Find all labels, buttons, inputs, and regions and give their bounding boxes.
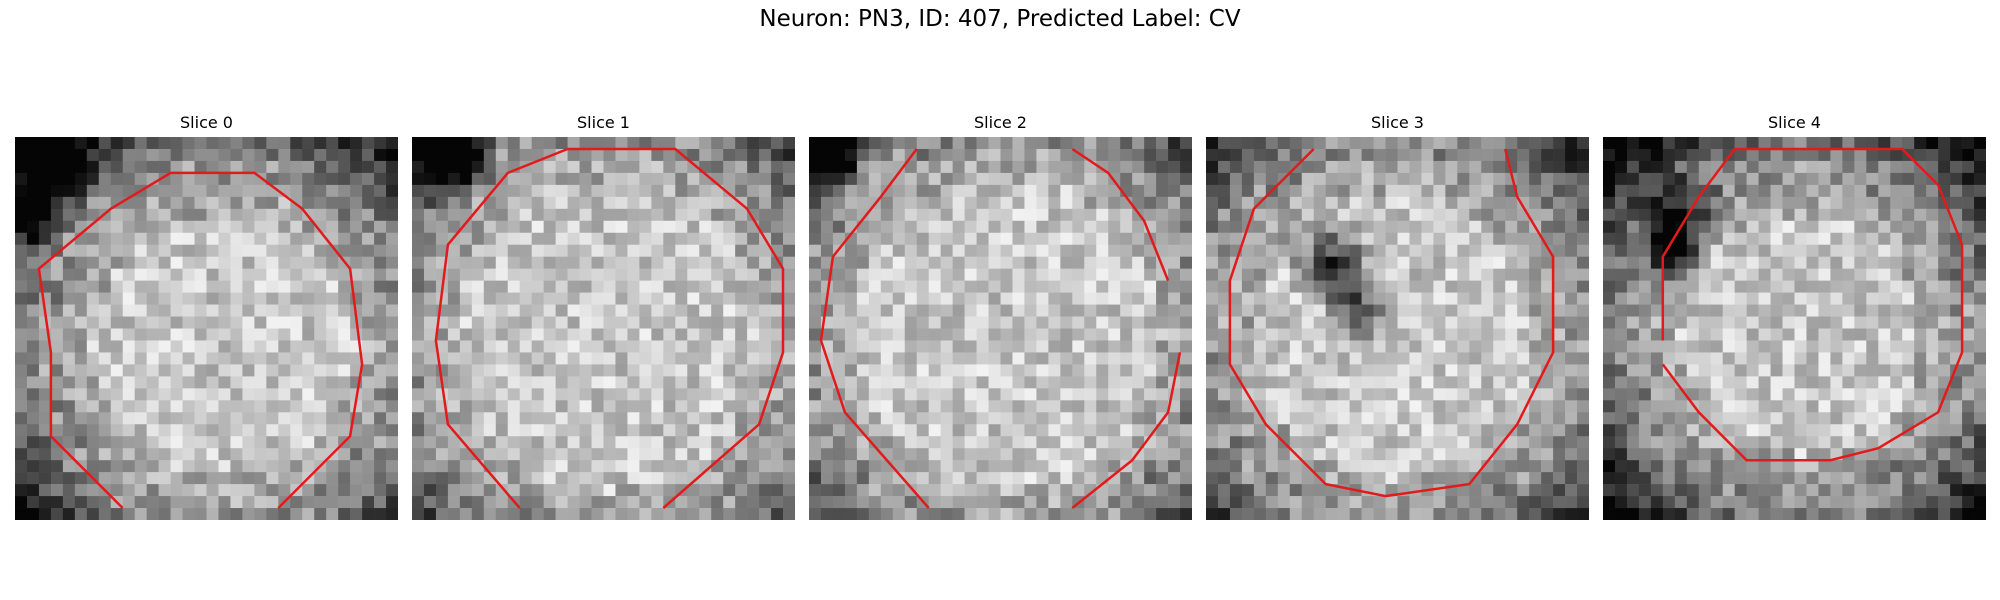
slice-panel-2: Slice 2 — [809, 112, 1192, 520]
slice-title-4: Slice 4 — [1768, 113, 1821, 132]
contour-line — [1071, 352, 1182, 509]
slice-image-4 — [1603, 137, 1986, 520]
slice-image-2 — [809, 137, 1192, 520]
slice-title-0: Slice 0 — [180, 113, 233, 132]
slice-panel-0: Slice 0 — [15, 112, 398, 520]
contour-line — [37, 171, 364, 509]
contour-line — [1661, 147, 1964, 462]
slice-title-2: Slice 2 — [974, 113, 1027, 132]
slice-panel-3: Slice 3 — [1206, 112, 1589, 520]
slice-title-1: Slice 1 — [577, 113, 630, 132]
slice-image-3 — [1206, 137, 1589, 520]
slice-panel-1: Slice 1 — [412, 112, 795, 520]
contour-line — [434, 147, 785, 509]
figure-title: Neuron: PN3, ID: 407, Predicted Label: C… — [759, 6, 1241, 32]
contour-line — [1071, 147, 1170, 282]
slice-image-0 — [15, 137, 398, 520]
slice-image-1 — [412, 137, 795, 520]
slice-panel-4: Slice 4 — [1603, 112, 1986, 520]
slice-title-3: Slice 3 — [1371, 113, 1424, 132]
contour-line — [1228, 148, 1555, 498]
contour-line — [819, 148, 930, 509]
